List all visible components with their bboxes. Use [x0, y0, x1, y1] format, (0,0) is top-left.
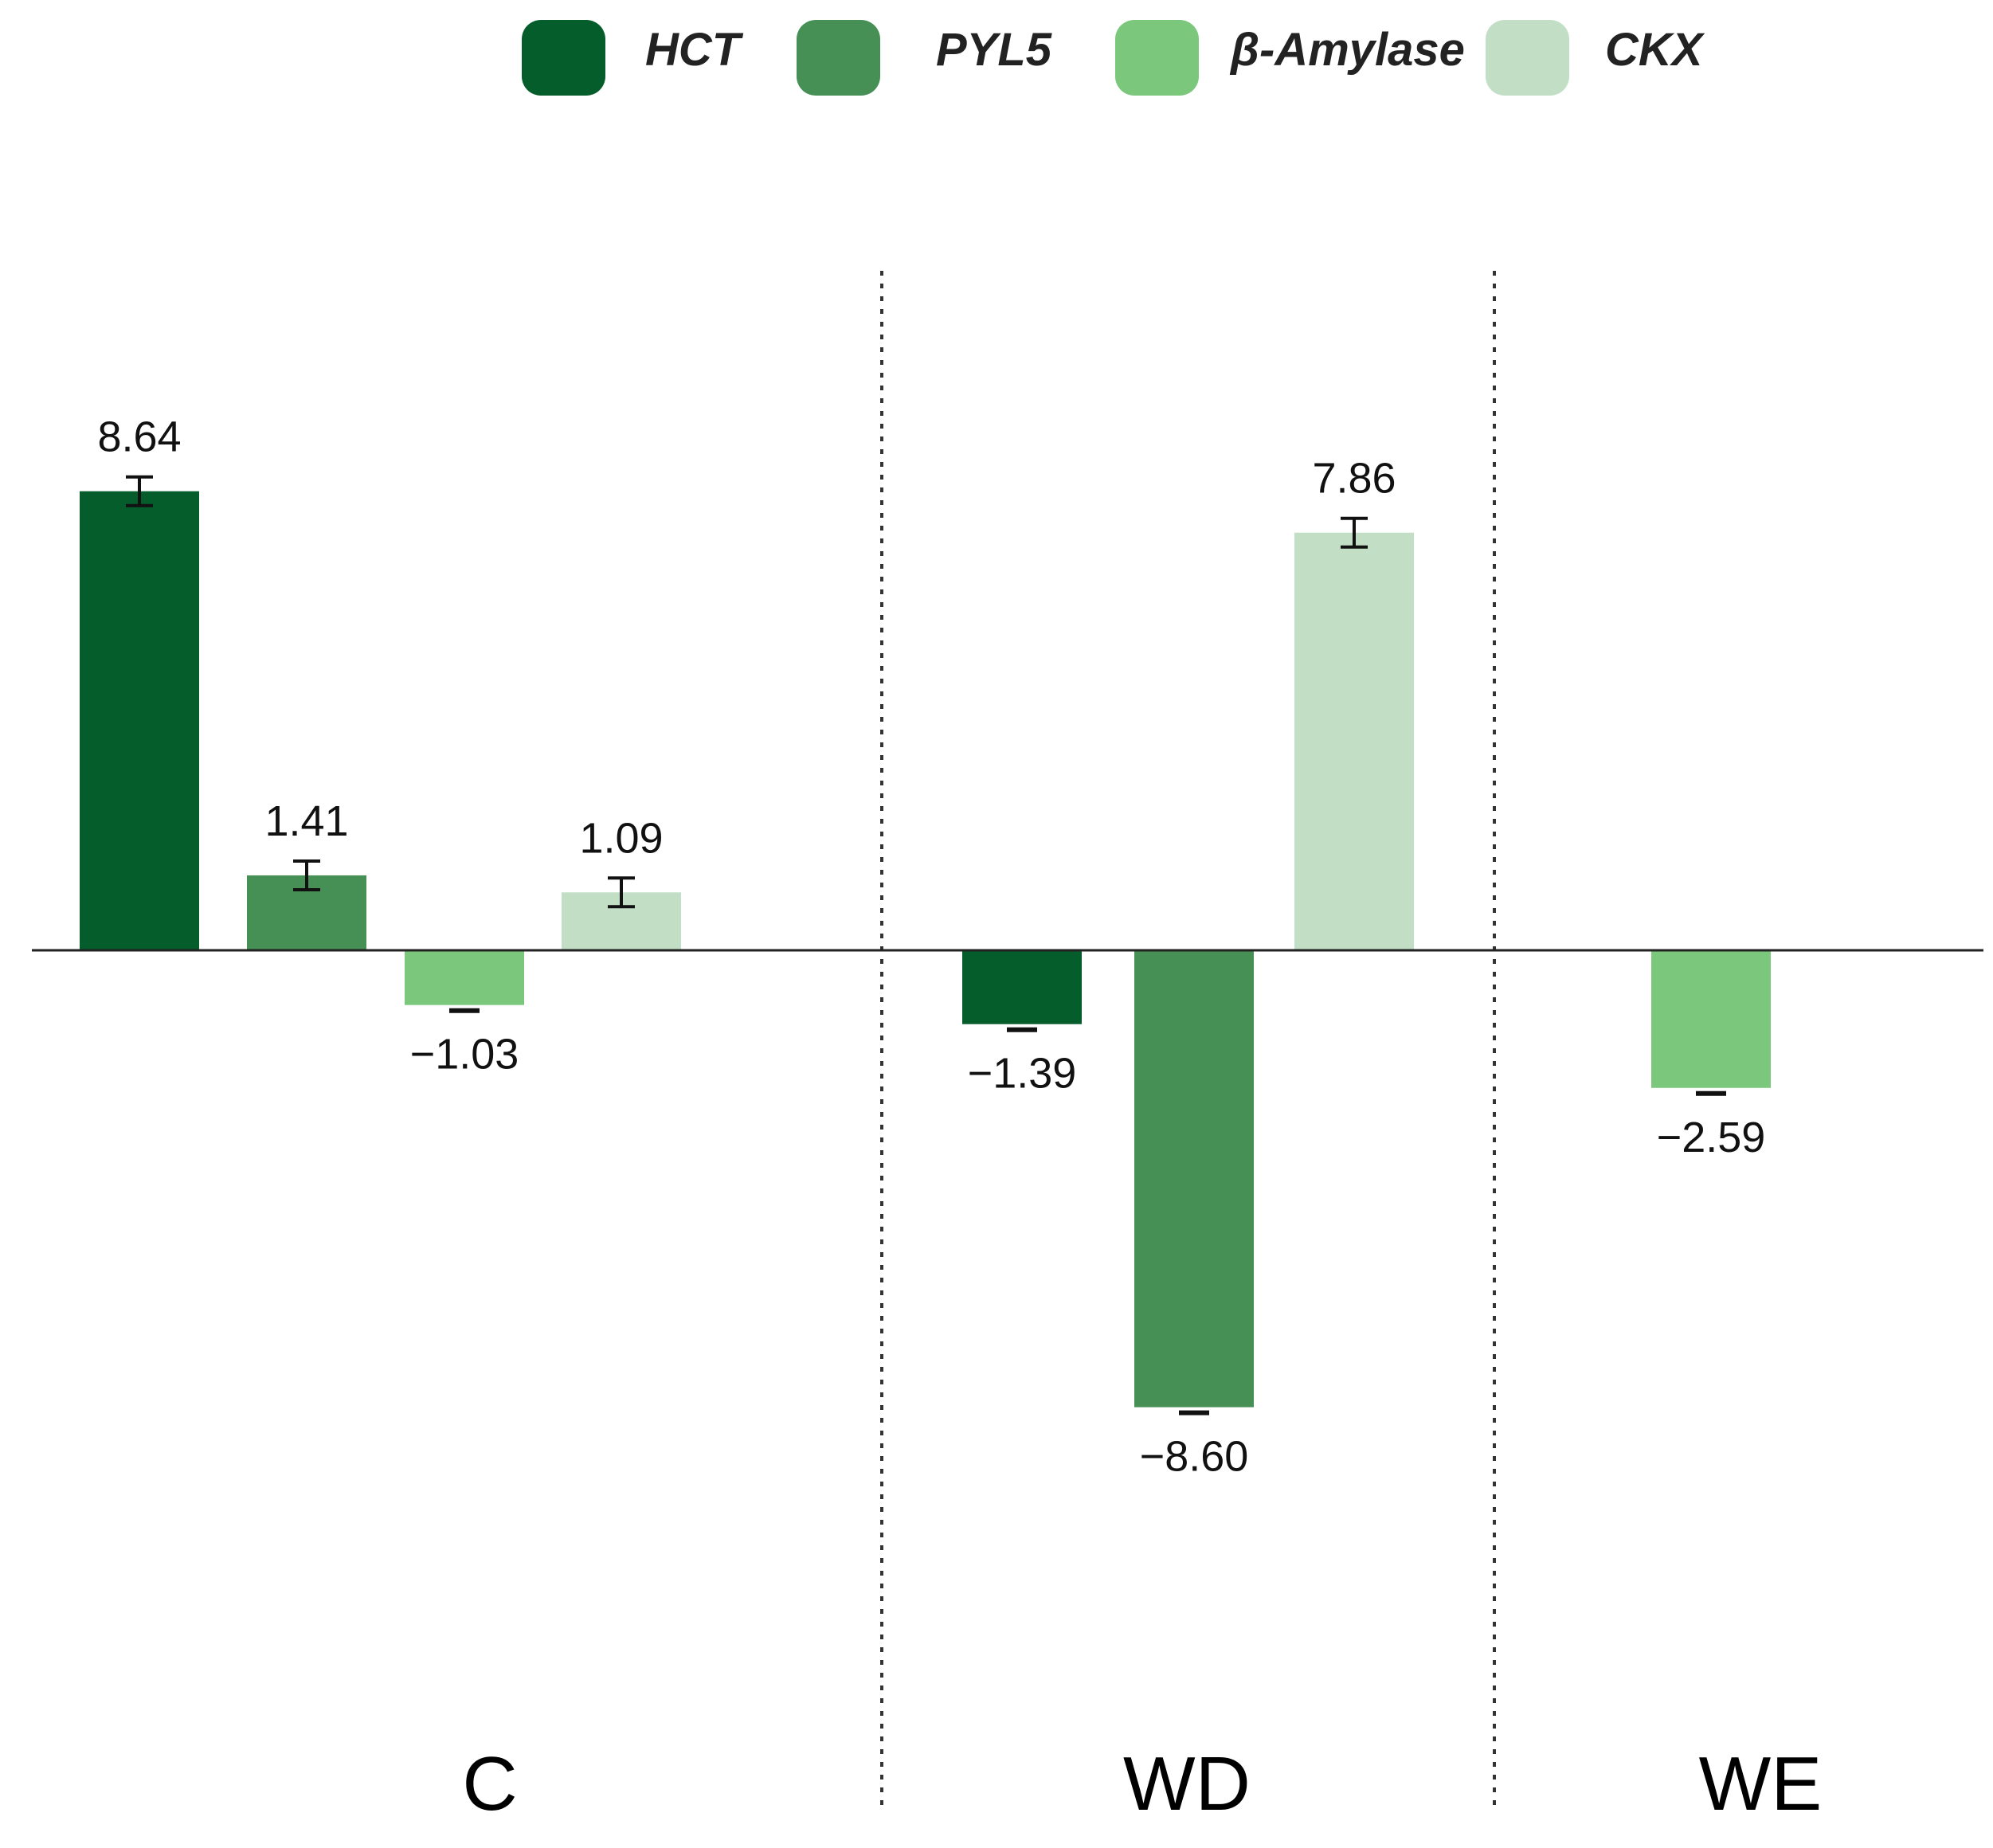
group-label-c: C	[462, 1741, 517, 1826]
value-label-hct-wd: −1.39	[968, 1050, 1077, 1098]
group-label-we: WE	[1699, 1741, 1823, 1826]
legend-swatch-amylase	[1115, 20, 1199, 96]
value-label-pyl5-wd: −8.60	[1140, 1433, 1249, 1481]
legend: HCT PYL5 β-Amylase CKX	[522, 20, 1705, 96]
value-label-hct-c: 8.64	[97, 413, 181, 461]
value-label-pyl5-c: 1.41	[264, 797, 348, 845]
legend-swatch-ckx	[1486, 20, 1569, 96]
group-separators	[880, 271, 1496, 1810]
value-label-amylase-we: −2.59	[1657, 1114, 1766, 1161]
error-bars	[126, 475, 1726, 1415]
value-label-ckx-c: 1.09	[579, 814, 663, 862]
legend-label-pyl5: PYL5	[936, 24, 1052, 76]
bar-amylase-c	[405, 950, 524, 1005]
legend-swatch-hct	[522, 20, 605, 96]
bars	[80, 491, 1771, 1408]
group-labels: C WD WE	[462, 1741, 1822, 1826]
legend-label-amylase: β-Amylase	[1229, 24, 1465, 76]
group-label-wd: WD	[1123, 1741, 1251, 1826]
legend-label-hct: HCT	[645, 24, 744, 76]
legend-swatch-pyl5	[797, 20, 880, 96]
bar-pyl5-wd	[1134, 950, 1254, 1408]
bar-ckx-wd	[1294, 532, 1414, 950]
value-label-amylase-c: −1.03	[410, 1031, 519, 1079]
bar-hct-c	[80, 491, 199, 950]
value-labels: 8.64 −1.39 1.41 −8.60 −1.03 −2.59 1.09 7.86	[97, 413, 1765, 1481]
bar-hct-wd	[962, 950, 1082, 1024]
value-label-ckx-wd: 7.86	[1312, 455, 1396, 503]
legend-label-ckx: CKX	[1605, 24, 1705, 76]
bar-amylase-we	[1651, 950, 1771, 1088]
